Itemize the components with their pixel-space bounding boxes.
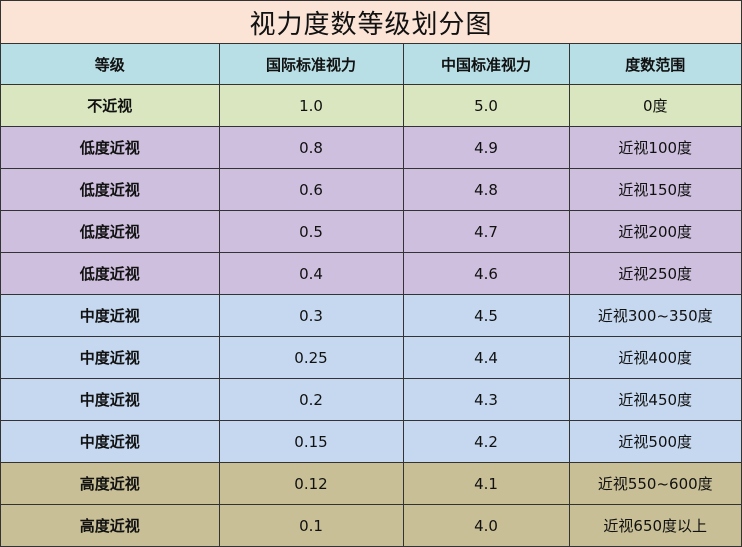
sheet-title: 视力度数等级划分图: [1, 1, 741, 44]
header-intl-vision: 国际标准视力: [218, 44, 404, 85]
grade-cell: 高度近视: [1, 504, 220, 546]
intl-vision-cell: 0.6: [218, 168, 404, 211]
cn-vision-cell: 4.7: [402, 210, 570, 253]
degree-range-cell: 近视200度: [568, 210, 741, 253]
cn-vision-cell: 5.0: [402, 84, 570, 127]
vision-grade-table: 等级 国际标准视力 中国标准视力 度数范围 不近视 1.0 5.0 0度 低度近视 0.8…: [1, 44, 741, 546]
intl-vision-cell: 0.25: [218, 336, 404, 379]
grade-cell: 不近视: [1, 84, 220, 127]
degree-range-cell: 近视250度: [568, 252, 741, 295]
intl-vision-cell: 0.4: [218, 252, 404, 295]
grade-cell: 中度近视: [1, 378, 220, 421]
cn-vision-cell: 4.1: [402, 462, 570, 505]
table-row: 中度近视 0.15 4.2 近视500度: [1, 420, 741, 463]
intl-vision-cell: 0.1: [218, 504, 404, 546]
cn-vision-cell: 4.0: [402, 504, 570, 546]
grade-cell: 高度近视: [1, 462, 220, 505]
cn-vision-cell: 4.5: [402, 294, 570, 337]
intl-vision-cell: 0.2: [218, 378, 404, 421]
cn-vision-cell: 4.9: [402, 126, 570, 169]
intl-vision-cell: 1.0: [218, 84, 404, 127]
grade-cell: 低度近视: [1, 168, 220, 211]
header-row: 等级 国际标准视力 中国标准视力 度数范围: [1, 44, 741, 85]
header-grade: 等级: [1, 44, 220, 85]
degree-range-cell: 近视650度以上: [568, 504, 741, 546]
table-body: 不近视 1.0 5.0 0度 低度近视 0.8 4.9 近视100度 低度近视 0.6 4.8 近视1…: [1, 84, 741, 546]
grade-cell: 低度近视: [1, 126, 220, 169]
intl-vision-cell: 0.8: [218, 126, 404, 169]
table-row: 低度近视 0.5 4.7 近视200度: [1, 210, 741, 253]
intl-vision-cell: 0.15: [218, 420, 404, 463]
degree-range-cell: 近视450度: [568, 378, 741, 421]
cn-vision-cell: 4.4: [402, 336, 570, 379]
degree-range-cell: 近视400度: [568, 336, 741, 379]
grade-cell: 中度近视: [1, 420, 220, 463]
cn-vision-cell: 4.3: [402, 378, 570, 421]
intl-vision-cell: 0.3: [218, 294, 404, 337]
table-row: 低度近视 0.6 4.8 近视150度: [1, 168, 741, 211]
degree-range-cell: 近视150度: [568, 168, 741, 211]
grade-cell: 中度近视: [1, 336, 220, 379]
cn-vision-cell: 4.6: [402, 252, 570, 295]
degree-range-cell: 近视300~350度: [568, 294, 741, 337]
header-degree-range: 度数范围: [568, 44, 741, 85]
table-row: 高度近视 0.12 4.1 近视550~600度: [1, 462, 741, 505]
grade-cell: 低度近视: [1, 252, 220, 295]
table-row: 低度近视 0.4 4.6 近视250度: [1, 252, 741, 295]
grade-cell: 低度近视: [1, 210, 220, 253]
table-row: 中度近视 0.25 4.4 近视400度: [1, 336, 741, 379]
table-row: 低度近视 0.8 4.9 近视100度: [1, 126, 741, 169]
grade-cell: 中度近视: [1, 294, 220, 337]
degree-range-cell: 近视550~600度: [568, 462, 741, 505]
intl-vision-cell: 0.5: [218, 210, 404, 253]
intl-vision-cell: 0.12: [218, 462, 404, 505]
degree-range-cell: 近视500度: [568, 420, 741, 463]
table-row: 中度近视 0.3 4.5 近视300~350度: [1, 294, 741, 337]
degree-range-cell: 近视100度: [568, 126, 741, 169]
cn-vision-cell: 4.8: [402, 168, 570, 211]
table-row: 中度近视 0.2 4.3 近视450度: [1, 378, 741, 421]
header-cn-vision: 中国标准视力: [402, 44, 570, 85]
cn-vision-cell: 4.2: [402, 420, 570, 463]
table-row: 不近视 1.0 5.0 0度: [1, 84, 741, 127]
degree-range-cell: 0度: [568, 84, 741, 127]
table-row: 高度近视 0.1 4.0 近视650度以上: [1, 504, 741, 546]
